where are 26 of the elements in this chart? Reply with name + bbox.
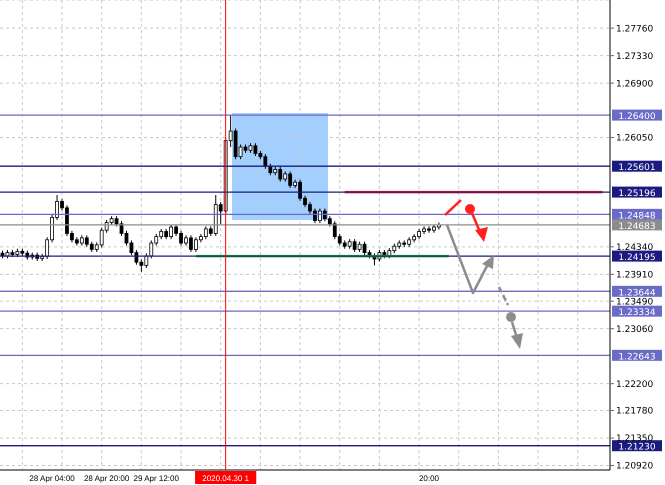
x-tick-label: 20:00 [418, 474, 440, 483]
ref-line-label: 1.22643 [618, 352, 656, 362]
ref-line-label: 1.24195 [618, 253, 656, 264]
y-tick-label: 1.21780 [616, 406, 654, 417]
x-tick-label: 29 Apr 12:00 [134, 474, 180, 483]
y-tick-label: 1.27330 [616, 52, 654, 62]
ref-line-label: 1.21230 [618, 442, 656, 453]
y-tick-label: 1.26900 [616, 79, 654, 90]
ref-line-label: 1.26400 [618, 112, 656, 122]
y-tick-label: 1.22200 [616, 380, 654, 390]
ref-line-label: 1.25601 [618, 163, 656, 174]
y-tick-label: 1.23060 [616, 324, 654, 335]
y-tick-label: 1.26050 [616, 134, 654, 144]
y-tick-label: 1.20920 [616, 462, 654, 472]
ref-line-label: 1.23644 [618, 288, 656, 298]
ref-line-label: 1.24683 [618, 222, 656, 232]
y-tick-label: 1.24340 [616, 243, 654, 254]
x-tick-label: 28 Apr 20:00 [84, 474, 130, 483]
y-tick-label: 1.23490 [616, 297, 654, 308]
ref-line-label: 1.23334 [618, 308, 656, 318]
y-tick-label: 1.23910 [616, 270, 654, 281]
x-tick-label: 28 Apr 04:00 [29, 474, 76, 483]
ref-line-label: 1.24848 [618, 211, 656, 222]
ref-line-label: 1.25196 [618, 189, 656, 200]
x-tick-label: 2020.04.30 1 [202, 474, 250, 483]
y-tick-label: 1.27760 [616, 24, 654, 34]
